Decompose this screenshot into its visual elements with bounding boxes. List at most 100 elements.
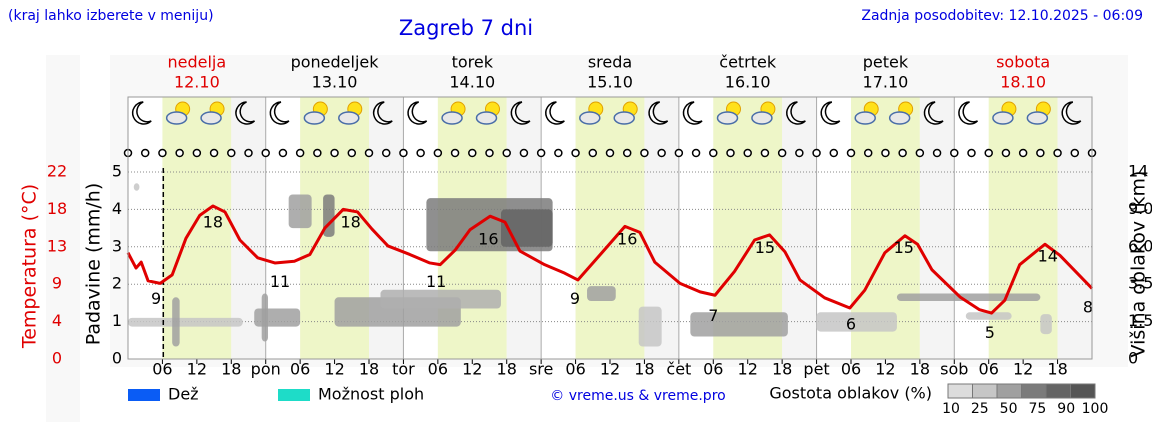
wind-calm: [622, 148, 632, 158]
wind-calm: [209, 148, 219, 158]
day-name: sreda: [588, 53, 632, 72]
wind-calm: [932, 148, 942, 158]
temp-extreme-label: 9: [151, 289, 161, 308]
x-tick-label: 06: [290, 360, 310, 379]
moon-icon: [682, 101, 703, 125]
x-tick-label: 12: [600, 360, 620, 379]
precip-tick-label: 3: [112, 236, 122, 255]
temp-extreme-label: 15: [894, 238, 914, 257]
x-tick-label: 18: [910, 360, 930, 379]
wind-calm: [244, 148, 253, 158]
cloud-cell: [816, 312, 897, 332]
precip-tick-label: 0: [112, 349, 122, 368]
cloud-cell: [638, 306, 662, 347]
wind-calm: [192, 148, 202, 158]
x-tick-label: čet: [666, 360, 691, 379]
wind-calm: [1001, 148, 1011, 158]
temp-extreme-label: 16: [617, 230, 637, 249]
cloud-axis-label: Višina oblakov (km): [1128, 171, 1150, 358]
wind-calm: [278, 148, 288, 158]
moon-icon: [923, 101, 944, 125]
wind-calm: [347, 148, 357, 158]
temp-tick-label: 4: [52, 311, 62, 330]
x-tick-label: sre: [529, 360, 553, 379]
density-label: 25: [971, 401, 989, 417]
wind-calm: [295, 148, 305, 158]
wind-calm: [1053, 148, 1062, 158]
moon-icon: [510, 101, 531, 125]
wind-calm: [554, 148, 563, 158]
wind-calm: [468, 148, 477, 158]
wind-calm: [726, 148, 735, 158]
temp-extreme-label: 6: [846, 315, 856, 334]
wind-calm: [502, 148, 511, 158]
cloud-cell: [380, 289, 501, 309]
temp-extreme-label: 7: [708, 306, 718, 325]
x-tick-label: 06: [152, 360, 172, 379]
night-band: [128, 97, 163, 359]
temp-axis-label: Temperatura (°C): [19, 184, 41, 349]
cloud-tick-label: 6.0: [1128, 236, 1152, 255]
wind-calm: [829, 148, 839, 158]
wind-calm: [950, 148, 959, 158]
wind-calm: [674, 148, 684, 158]
density-label: 50: [1000, 401, 1018, 417]
cloud-cell: [133, 183, 140, 191]
wind-calm: [140, 148, 150, 158]
temp-extreme-label: 11: [270, 272, 290, 291]
wind-calm: [175, 148, 184, 158]
cloud-tick-label: 14: [1128, 162, 1148, 181]
cloud-icon: [200, 111, 222, 125]
density-title: Gostota oblakov (%): [769, 384, 932, 403]
wind-calm: [881, 148, 890, 158]
cloud-tick-label: 1.5: [1128, 311, 1152, 330]
day-date: 18.10: [1000, 73, 1046, 92]
cloud-cell: [254, 308, 301, 327]
day-name: sobota: [996, 53, 1050, 72]
x-tick-label: pon: [251, 360, 281, 379]
density-swatch: [1021, 383, 1047, 399]
moon-icon: [1061, 101, 1082, 125]
wind-calm: [1036, 148, 1045, 158]
x-tick-label: 18: [221, 360, 241, 379]
wind-calm: [571, 148, 580, 158]
wind-calm: [812, 148, 821, 158]
moon-icon: [820, 101, 841, 125]
wind-calm: [1018, 148, 1028, 158]
x-tick-label: pet: [803, 360, 829, 379]
moon-icon: [545, 101, 565, 125]
cloud-tick-label: 9.0: [1128, 199, 1152, 218]
x-tick-label: 12: [875, 360, 895, 379]
density-label: 100: [1082, 401, 1109, 417]
wind-calm: [967, 148, 976, 158]
moon-icon: [407, 101, 428, 125]
temp-extreme-label: 14: [1038, 247, 1058, 266]
x-tick-label: 06: [841, 360, 861, 379]
x-tick-label: 18: [1047, 360, 1067, 379]
cloud-cell: [172, 297, 180, 347]
x-tick-label: 12: [1013, 360, 1033, 379]
temp-tick-label: 0: [52, 349, 62, 368]
wind-calm: [743, 148, 752, 158]
cloud-cell: [896, 293, 1041, 302]
wind-calm: [691, 148, 701, 158]
wind-calm: [158, 148, 167, 158]
title: Zagreb 7 dni: [399, 16, 533, 40]
x-tick-label: sob: [940, 360, 968, 379]
x-tick-label: 18: [772, 360, 792, 379]
wind-calm: [227, 148, 236, 158]
x-tick-label: 18: [634, 360, 654, 379]
temp-extreme-label: 16: [478, 230, 498, 249]
wind-calm: [605, 148, 615, 158]
day-date: 17.10: [863, 73, 909, 92]
day-name: petek: [863, 53, 909, 72]
density-label: 75: [1028, 401, 1046, 417]
moon-icon: [786, 101, 806, 125]
x-tick-label: 06: [565, 360, 585, 379]
x-tick-label: 18: [497, 360, 517, 379]
wind-calm: [760, 148, 770, 158]
night-band: [1057, 97, 1092, 359]
day-date: 16.10: [725, 73, 771, 92]
cloud-icon: [441, 111, 463, 125]
wind-calm: [416, 148, 425, 158]
